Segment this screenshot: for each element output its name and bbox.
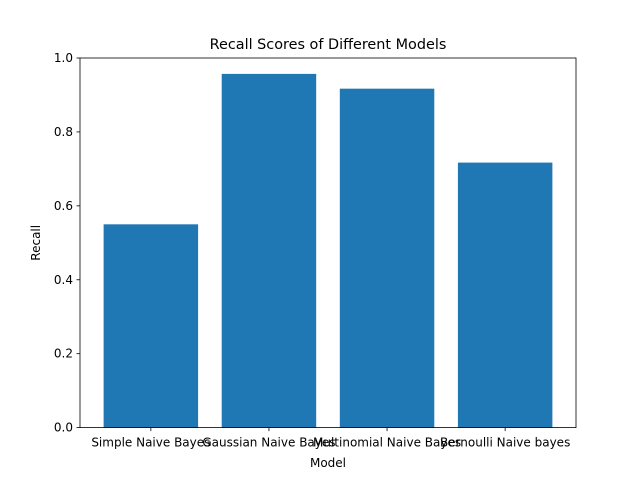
x-tick-label: Gaussian Naive Bayes [202,436,335,450]
y-tick-label: 0.2 [54,347,73,361]
plot-frame [79,57,577,429]
y-tick-label: 0.8 [54,125,73,139]
x-tick-label: Bernoulli Naive bayes [440,436,570,450]
bars-layer [103,73,553,428]
x-axis-label: Model [310,456,346,470]
y-tick-label: 0.4 [54,273,73,287]
y-tick-label: 1.0 [54,51,73,65]
bar-2 [339,88,435,428]
y-axis: 0.0 0.2 0.4 0.6 0.8 1.0 [54,51,80,435]
y-axis-label: Recall [29,225,43,261]
bar-0 [103,224,199,428]
bar-1 [221,73,317,428]
bar-3 [457,162,553,428]
x-tick-label: Multinomial Naive Bayes [313,436,461,450]
chart-title: Recall Scores of Different Models [210,37,447,53]
y-tick-label: 0.0 [54,421,73,435]
y-tick-label: 0.6 [54,199,73,213]
x-tick-label: Simple Naive Bayes [91,436,210,450]
